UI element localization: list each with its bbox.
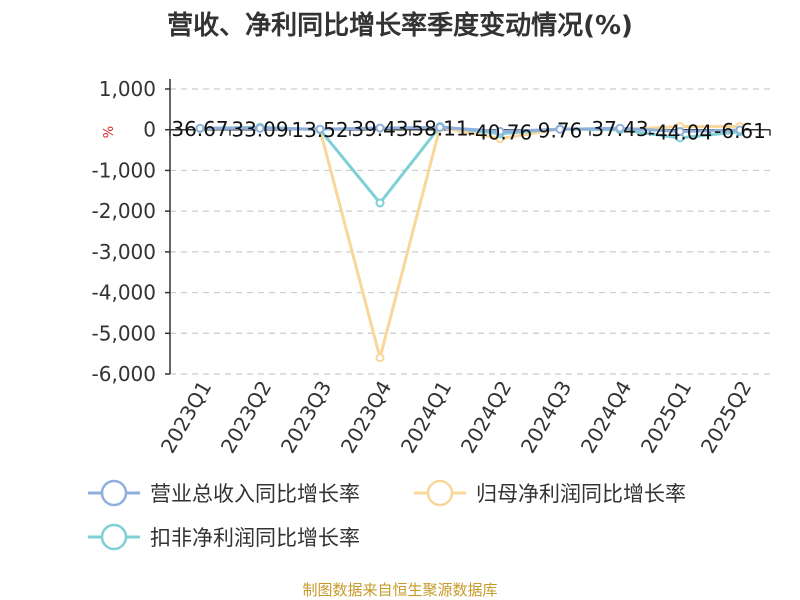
legend-label: 营业总收入同比增长率 [150, 482, 360, 506]
series-point [495, 126, 505, 136]
y-tick-label: -3,000 [92, 240, 156, 264]
x-category-label: 2025Q2 [696, 377, 756, 458]
data-label: 36.67 [171, 117, 228, 141]
legend-marker-icon [100, 523, 128, 551]
series-point [615, 123, 625, 133]
series-lines [195, 121, 745, 363]
data-label: 33.09 [231, 117, 288, 141]
legend-marker-icon [100, 479, 128, 507]
y-tick-label: -5,000 [92, 321, 156, 345]
y-tick-label: -4,000 [92, 281, 156, 305]
data-label: 39.43 [351, 117, 408, 141]
x-category-label: 2024Q4 [576, 377, 636, 458]
y-tick-label: -2,000 [92, 199, 156, 223]
y-tick-label: -6,000 [92, 362, 156, 386]
x-category-label: 2023Q2 [216, 377, 276, 458]
y-tick-label: 1,000 [99, 77, 156, 101]
x-category-label: 2023Q3 [276, 377, 336, 458]
x-category-label: 2024Q3 [516, 377, 576, 458]
chart-title: 营收、净利同比增长率季度变动情况(%) [167, 10, 633, 41]
data-label: 58.11 [411, 116, 468, 140]
series-point [675, 127, 685, 137]
unit-label: % [102, 126, 117, 138]
data-label: 37.43 [591, 117, 648, 141]
y-tick-label: -1,000 [92, 158, 156, 182]
legend-label: 归母净利润同比增长率 [476, 482, 686, 506]
data-labels: 36.67 33.09 13.52 39.43 58.11 -40.76 9.76 37.43… [171, 116, 766, 144]
x-category-label: 2023Q1 [156, 377, 216, 458]
data-label: -6.61 [714, 119, 766, 143]
x-category-label: 2024Q2 [456, 377, 516, 458]
data-label: -44.04 [648, 121, 712, 145]
series-point [375, 198, 385, 208]
series-point [375, 123, 385, 133]
y-tick-label: 0 [143, 118, 156, 142]
series-point [195, 123, 205, 133]
data-label: 9.76 [538, 118, 583, 142]
x-category-label: 2024Q1 [396, 377, 456, 458]
x-category-label: 2023Q4 [336, 377, 396, 458]
source-note: 制图数据来自恒生聚源数据库 [302, 581, 497, 599]
legend-marker-icon [426, 479, 454, 507]
legend-label: 扣非净利润同比增长率 [150, 526, 360, 550]
series-point [315, 124, 325, 134]
series-point [555, 124, 565, 134]
data-label: -40.76 [468, 120, 532, 144]
series-line [199, 124, 740, 360]
x-category-label: 2025Q1 [636, 377, 696, 458]
series-line [199, 125, 741, 134]
series-point [255, 123, 265, 133]
data-label: 13.52 [291, 118, 348, 142]
series-point [735, 125, 745, 135]
series-point [435, 122, 445, 132]
series-point [375, 353, 385, 363]
